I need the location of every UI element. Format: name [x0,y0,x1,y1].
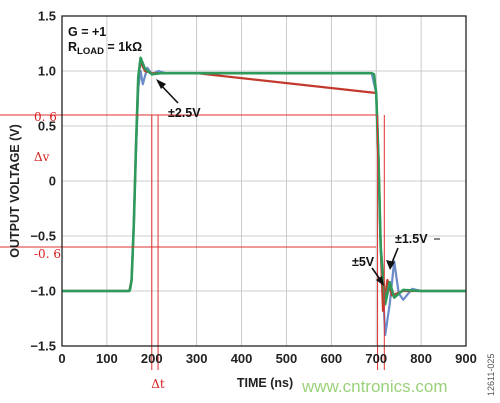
series-trace-1 [62,66,466,337]
arrowhead-2p5v [156,79,166,89]
rload-value: = 1kΩ [104,40,142,54]
plot-frame [61,15,467,347]
y-tick-label: −0.5 [30,229,56,244]
x-tick-label: 500 [276,351,298,366]
y-tick-label: −1.0 [30,284,56,299]
y-tick-label: −1.5 [30,339,56,354]
y-axis-label: OUTPUT VOLTAGE (V) [8,124,22,258]
y-tick-label: 0.5 [38,119,56,134]
watermark: www.cntronics.com [301,377,447,396]
series-trace-0 [62,56,466,306]
annotation-5v: ±5V [352,255,375,269]
overlay-label-delta-t: Δt [151,377,165,391]
x-tick-label: 200 [141,351,163,366]
rload-r: R [68,40,77,54]
rload-subscript: LOAD [77,46,104,57]
arrowhead-1p5v [386,260,395,270]
x-tick-label: 900 [455,351,477,366]
series-trace-2 [62,61,466,312]
rload-condition: RLOAD = 1kΩ [68,40,142,57]
arrowhead-5v [376,276,384,286]
x-tick-label: 300 [186,351,208,366]
annotation-2p5v: ±2.5V [168,106,201,120]
overlay-label-delta-v: Δv [34,150,50,164]
red-overlay [0,114,385,370]
chart-traces [62,56,466,337]
x-tick-label: 700 [365,351,387,366]
y-tick-labels: 1.5 1.0 0.5 0 −0.5 −1.0 −1.5 [30,9,56,354]
gain-condition: G = +1 [68,25,106,39]
y-tick-label: 1.0 [38,64,56,79]
annotations: ±2.5V ±1.5V ±5V [156,79,440,286]
x-tick-label: 800 [410,351,432,366]
y-tick-label: 0 [49,174,56,189]
x-tick-label: 100 [96,351,118,366]
annotation-1p5v: ±1.5V [395,232,428,246]
y-tick-label: 1.5 [38,9,56,24]
overlay-label-minus-0p6: -0. 6 [34,247,61,261]
figure-id: 12611-025 [486,354,496,396]
x-axis-label: TIME (ns) [237,376,293,390]
x-tick-label: 600 [320,351,342,366]
overlay-label-0p6: 0. 6 [34,110,57,124]
x-tick-labels: 0 100 200 300 400 500 600 700 800 900 [58,351,476,366]
x-tick-label: 400 [231,351,253,366]
x-tick-label: 0 [58,351,65,366]
